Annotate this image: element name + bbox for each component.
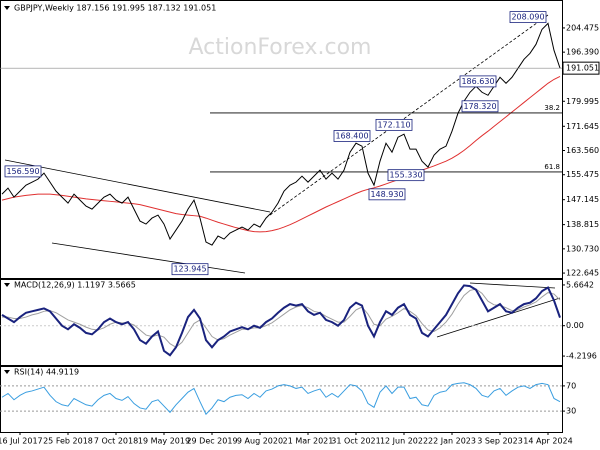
x-tick-label: 31 Oct 2021: [331, 437, 380, 446]
last-price-label: 191.051: [566, 64, 599, 73]
series-line: [1, 22, 561, 246]
y-tick-label: 122.645: [566, 269, 599, 278]
y-tick-label: 130.730: [566, 244, 599, 253]
y-tick-label: 5.6642: [566, 280, 594, 289]
annotation-box: [459, 75, 497, 88]
y-tick-label: 179.995: [566, 97, 599, 106]
annotation-box: [375, 118, 413, 131]
series-line: [1, 75, 561, 233]
channel-line: [4, 159, 271, 213]
macd-title: MACD(12,26,9) 1.1197 3.5665: [14, 281, 136, 290]
x-tick-label: 29 Dec 2019: [186, 437, 237, 446]
price-panel: [0, 0, 563, 279]
annotation-box: [171, 263, 209, 276]
y-tick-label: 171.645: [566, 122, 599, 131]
macd-panel: [0, 279, 563, 366]
series-line: [1, 284, 561, 357]
title-icon: [4, 6, 10, 10]
x-tick-label: 3 Sep 2023: [477, 437, 523, 446]
x-tick-label: 16 Jul 2017: [0, 437, 43, 446]
annotation-label: 178.320: [463, 102, 496, 111]
price-title: GBPJPY,Weekly 187.156 191.995 187.132 19…: [14, 4, 216, 13]
y-tick-label: 0.00: [566, 321, 584, 330]
fib-label: 38.2: [544, 104, 560, 112]
macd-trend-line: [436, 297, 561, 338]
annotation-box: [461, 100, 499, 113]
annotation-label: 186.630: [461, 77, 494, 86]
rsi-title: RSI(14) 44.9119: [14, 368, 79, 377]
trend-line: [269, 14, 549, 216]
y-tick-label: 204.475: [566, 23, 599, 32]
annotation-box: [368, 188, 406, 201]
channel-line: [51, 242, 246, 274]
annotation-label: 208.090: [511, 13, 544, 22]
y-tick-label: 70: [566, 381, 576, 390]
annotation-label: 155.330: [389, 171, 422, 180]
x-tick-label: 14 Apr 2024: [523, 437, 572, 446]
series-line: [1, 382, 561, 416]
title-icon: [4, 370, 10, 374]
x-tick-label: 21 Mar 2021: [283, 437, 334, 446]
series-line: [2, 288, 561, 348]
annotation-label: 148.930: [370, 190, 403, 199]
y-tick-label: 138.815: [566, 220, 599, 229]
annotation-box: [333, 130, 371, 142]
y-tick-label: -4.2196: [566, 352, 597, 361]
last-price-box: [562, 61, 600, 75]
y-tick-label: 196.390: [566, 48, 599, 57]
x-tick-label: 25 Feb 2018: [43, 437, 93, 446]
y-tick-label: 147.145: [566, 195, 599, 204]
fib-label: 61.8: [544, 163, 560, 171]
x-tick-label: 12 Jun 2022: [380, 437, 428, 446]
annotation-label: 168.400: [335, 132, 368, 141]
x-tick-label: 9 Aug 2020: [237, 437, 283, 446]
y-tick-label: 155.475: [566, 170, 599, 179]
annotation-label: 156.590: [6, 167, 39, 176]
annotation-box: [387, 169, 425, 182]
annotation-label: 172.110: [377, 120, 410, 129]
title-icon: [4, 283, 10, 287]
annotation-box: [4, 165, 42, 178]
x-tick-label: 22 Jan 2023: [428, 437, 476, 446]
y-tick-label: 163.560: [566, 146, 599, 155]
watermark: ActionForex.com: [189, 35, 372, 60]
rsi-panel: [0, 366, 563, 433]
annotation-box: [509, 11, 547, 24]
macd-trend-line: [469, 282, 556, 289]
x-tick-label: 19 May 2019: [138, 437, 190, 446]
x-tick-label: 7 Oct 2018: [94, 437, 138, 446]
y-tick-label: 30: [566, 407, 576, 416]
annotation-label: 123.945: [173, 265, 206, 274]
